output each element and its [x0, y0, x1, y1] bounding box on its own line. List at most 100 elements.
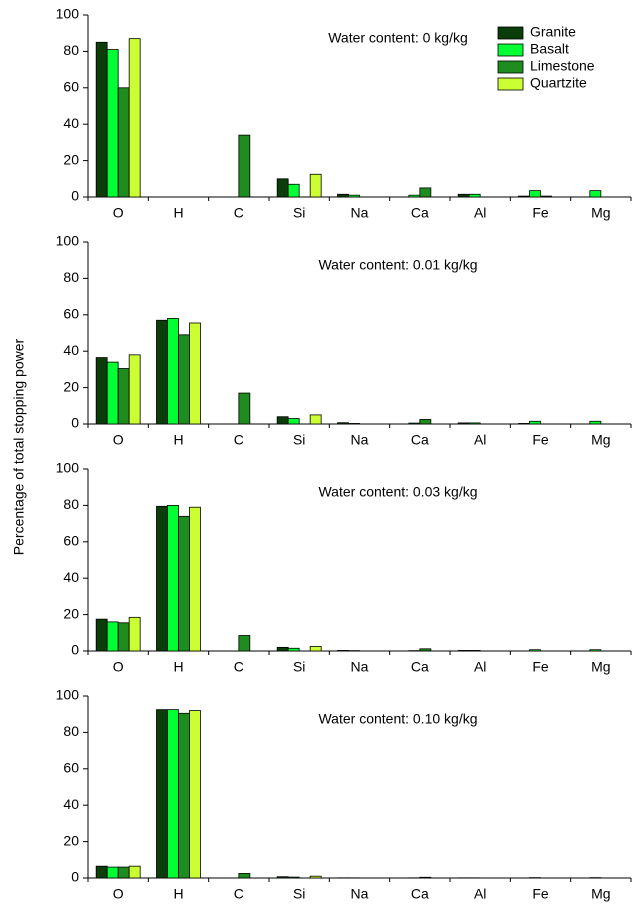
x-tick-label: Mg	[591, 432, 610, 448]
y-tick-label: 60	[63, 533, 79, 549]
x-tick-label: Fe	[532, 205, 549, 221]
bar	[468, 650, 481, 652]
bar	[189, 322, 201, 425]
bar	[238, 873, 251, 879]
bar	[337, 193, 349, 198]
bar	[408, 422, 421, 425]
bar	[518, 423, 530, 425]
legend-swatch	[497, 60, 524, 74]
y-tick-label: 80	[63, 269, 79, 285]
y-tick-label: 20	[63, 605, 79, 621]
bar	[529, 649, 541, 652]
y-tick-label: 40	[63, 342, 79, 358]
x-tick-label: H	[173, 886, 183, 902]
x-tick-label: Mg	[591, 886, 610, 902]
x-tick-label: O	[113, 205, 124, 221]
x-tick-label: O	[113, 659, 124, 675]
legend-label: Basalt	[530, 41, 569, 57]
bar	[178, 712, 190, 879]
x-tick-label: Na	[351, 432, 369, 448]
bar	[457, 650, 470, 652]
bar	[95, 357, 108, 425]
bar	[457, 422, 470, 425]
bar	[276, 646, 289, 652]
bar	[128, 616, 141, 652]
bar	[287, 876, 300, 879]
bar	[309, 173, 322, 198]
bar	[419, 648, 432, 652]
bar	[529, 190, 541, 198]
bar	[128, 38, 141, 198]
x-tick-label: H	[173, 432, 183, 448]
x-tick-label: Fe	[532, 659, 549, 675]
y-tick-label: 100	[56, 687, 80, 703]
x-tick-label: O	[113, 432, 124, 448]
bar	[468, 193, 481, 198]
bar	[309, 414, 322, 425]
legend-label: Quartzite	[530, 75, 587, 91]
bar	[189, 710, 201, 879]
bar	[419, 187, 432, 198]
bar	[106, 621, 119, 652]
bar	[238, 134, 251, 198]
legend-label: Limestone	[530, 58, 595, 74]
y-tick-label: 60	[63, 760, 79, 776]
bar	[589, 420, 602, 425]
bar	[156, 709, 168, 879]
y-tick-label: 60	[63, 79, 79, 95]
x-tick-label: Al	[474, 205, 486, 221]
y-tick-label: 60	[63, 306, 79, 322]
bar	[106, 49, 119, 198]
y-tick-label: 100	[56, 233, 80, 249]
y-tick-label: 80	[63, 496, 79, 512]
bar	[95, 41, 108, 198]
y-tick-label: 100	[56, 6, 80, 22]
y-tick-label: 20	[63, 151, 79, 167]
x-tick-label: Si	[293, 659, 305, 675]
bar	[276, 876, 289, 879]
bar	[589, 190, 602, 198]
bar	[529, 420, 541, 425]
y-tick-label: 20	[63, 378, 79, 394]
y-axis-label: Percentage of total stopping power	[11, 338, 27, 555]
x-tick-label: C	[234, 432, 244, 448]
bar	[167, 504, 179, 652]
bar	[156, 319, 168, 425]
y-tick-label: 40	[63, 796, 79, 812]
x-tick-label: Na	[351, 659, 369, 675]
x-tick-label: Na	[351, 886, 369, 902]
y-tick-label: 20	[63, 832, 79, 848]
bar	[309, 875, 322, 879]
bar	[348, 423, 360, 425]
bar	[287, 418, 300, 425]
bar	[419, 876, 432, 879]
bar	[117, 622, 130, 652]
bar	[178, 515, 190, 652]
bar	[238, 635, 251, 652]
bar	[95, 618, 108, 652]
bar	[238, 392, 251, 425]
y-tick-label: 0	[71, 188, 79, 204]
bar	[348, 194, 360, 198]
bar	[287, 183, 300, 198]
x-tick-label: Ca	[411, 886, 429, 902]
bar	[178, 334, 190, 425]
x-tick-label: C	[234, 205, 244, 221]
chart-title: Water content: 0.03 kg/kg	[318, 484, 477, 500]
bar	[95, 865, 108, 879]
x-tick-label: Si	[293, 432, 305, 448]
bar	[189, 506, 201, 652]
bar	[419, 419, 432, 425]
legend-swatch	[497, 77, 524, 91]
bar	[276, 178, 289, 198]
bar	[408, 194, 421, 198]
legend-swatch	[497, 26, 524, 40]
bar	[167, 318, 179, 425]
x-tick-label: O	[113, 886, 124, 902]
chart-title: Water content: 0.10 kg/kg	[318, 711, 477, 727]
x-tick-label: Fe	[532, 886, 549, 902]
bar	[276, 416, 289, 425]
bar	[287, 647, 300, 652]
bar	[106, 866, 119, 879]
bar	[589, 649, 602, 652]
